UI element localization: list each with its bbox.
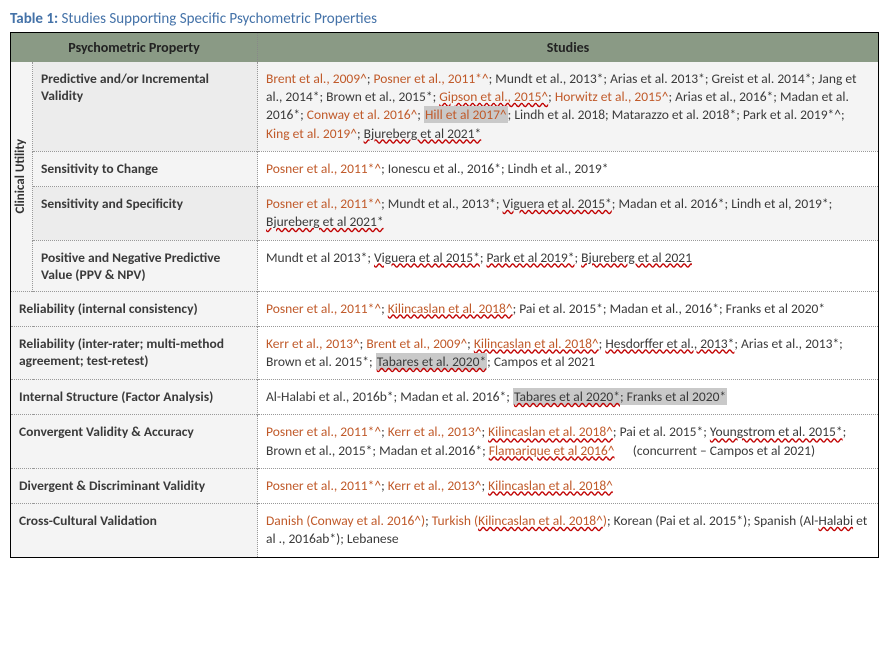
table-row: Cross-Cultural Validation Danish (Conway… [11,504,879,557]
property-cell: Reliability (inter-rater; multi-method a… [11,326,258,379]
studies-cell: Kerr et al., 2013^; Brent et al., 2009^;… [258,326,879,379]
studies-cell: Mundt et al 2013*; Viguera et al 2015*; … [258,240,879,291]
table-row: Reliability (inter-rater; multi-method a… [11,326,879,379]
studies-cell: Danish (Conway et al. 2016^); Turkish (K… [258,504,879,557]
table-caption: Table 1: Studies Supporting Specific Psy… [10,10,881,28]
caption-label: Table 1: [10,10,58,28]
property-cell: Predictive and/or Incremental Validity [33,62,258,151]
table-row: Clinical Utility Predictive and/or Incre… [11,62,879,151]
col-header-studies: Studies [258,33,879,63]
table-row: Divergent & Discriminant Validity Posner… [11,468,879,503]
table-row: Internal Structure (Factor Analysis) Al-… [11,380,879,415]
table-row: Reliability (internal consistency) Posne… [11,291,879,326]
table-row: Sensitivity to Change Posner et al., 201… [11,151,879,186]
table-row: Convergent Validity & Accuracy Posner et… [11,415,879,468]
property-cell: Cross-Cultural Validation [11,504,258,557]
property-cell: Positive and Negative Predictive Value (… [33,240,258,291]
studies-cell: Posner et al., 2011*^; Kerr et al., 2013… [258,468,879,503]
group-label: Clinical Utility [11,133,30,220]
property-cell: Reliability (internal consistency) [11,291,258,326]
property-cell: Sensitivity and Specificity [33,187,258,240]
studies-cell: Posner et al., 2011*^; Mundt et al., 201… [258,187,879,240]
psychometric-table: Psychometric Property Studies Clinical U… [10,32,879,558]
caption-text: Studies Supporting Specific Psychometric… [62,10,377,28]
col-header-property: Psychometric Property [11,33,258,63]
property-cell: Internal Structure (Factor Analysis) [11,380,258,415]
property-cell: Convergent Validity & Accuracy [11,415,258,468]
studies-cell: Brent et al., 2009^; Posner et al., 2011… [258,62,879,151]
group-cell: Clinical Utility [11,62,33,291]
property-cell: Sensitivity to Change [33,151,258,186]
studies-cell: Posner et al., 2011*^; Kerr et al., 2013… [258,415,879,468]
table-row: Positive and Negative Predictive Value (… [11,240,879,291]
studies-cell: Posner et al., 2011*^; Ionescu et al., 2… [258,151,879,186]
studies-cell: Posner et al., 2011*^; Kilincaslan et al… [258,291,879,326]
property-cell: Divergent & Discriminant Validity [11,468,258,503]
table-row: Sensitivity and Specificity Posner et al… [11,187,879,240]
studies-cell: Al-Halabi et al., 2016b*; Madan et al. 2… [258,380,879,415]
